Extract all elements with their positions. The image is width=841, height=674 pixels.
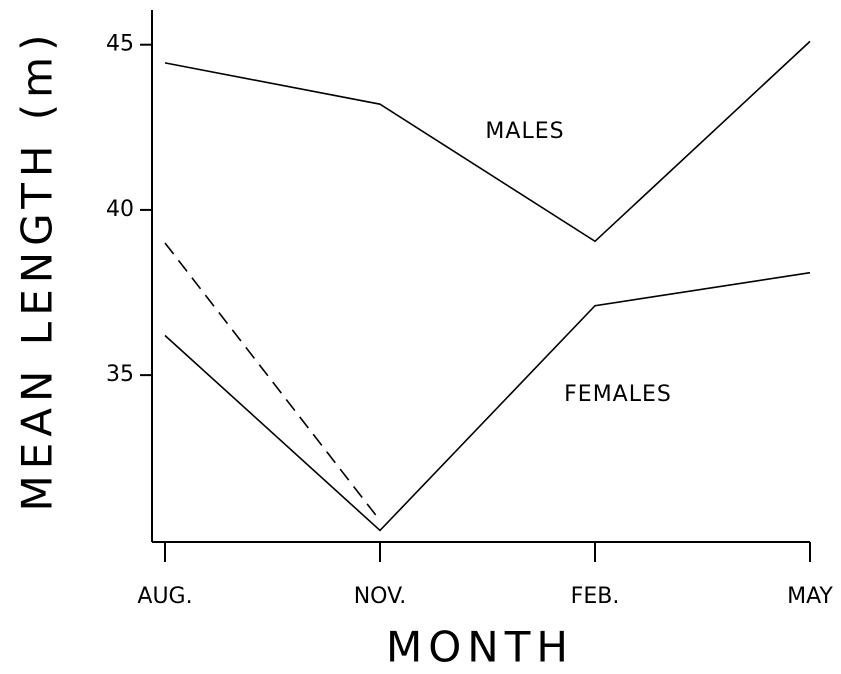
line-series xyxy=(164,271,811,532)
x-tick-label: NOV. xyxy=(354,584,407,609)
y-tick-label: 45 xyxy=(106,32,134,57)
x-tick-label: MAY xyxy=(787,584,833,609)
x-tick-label: AUG. xyxy=(137,584,192,609)
x-tick-label: FEB. xyxy=(571,584,620,609)
y-tick-label: 40 xyxy=(106,197,134,222)
y-axis-label: MEAN LENGTH (m) xyxy=(13,29,62,512)
x-axis-label: MONTH xyxy=(386,623,574,672)
y-tick-label: 35 xyxy=(106,362,134,387)
series-label: MALES xyxy=(485,119,564,144)
series-label: FEMALES xyxy=(564,382,672,407)
line-series xyxy=(164,242,381,522)
line-series xyxy=(164,40,811,243)
